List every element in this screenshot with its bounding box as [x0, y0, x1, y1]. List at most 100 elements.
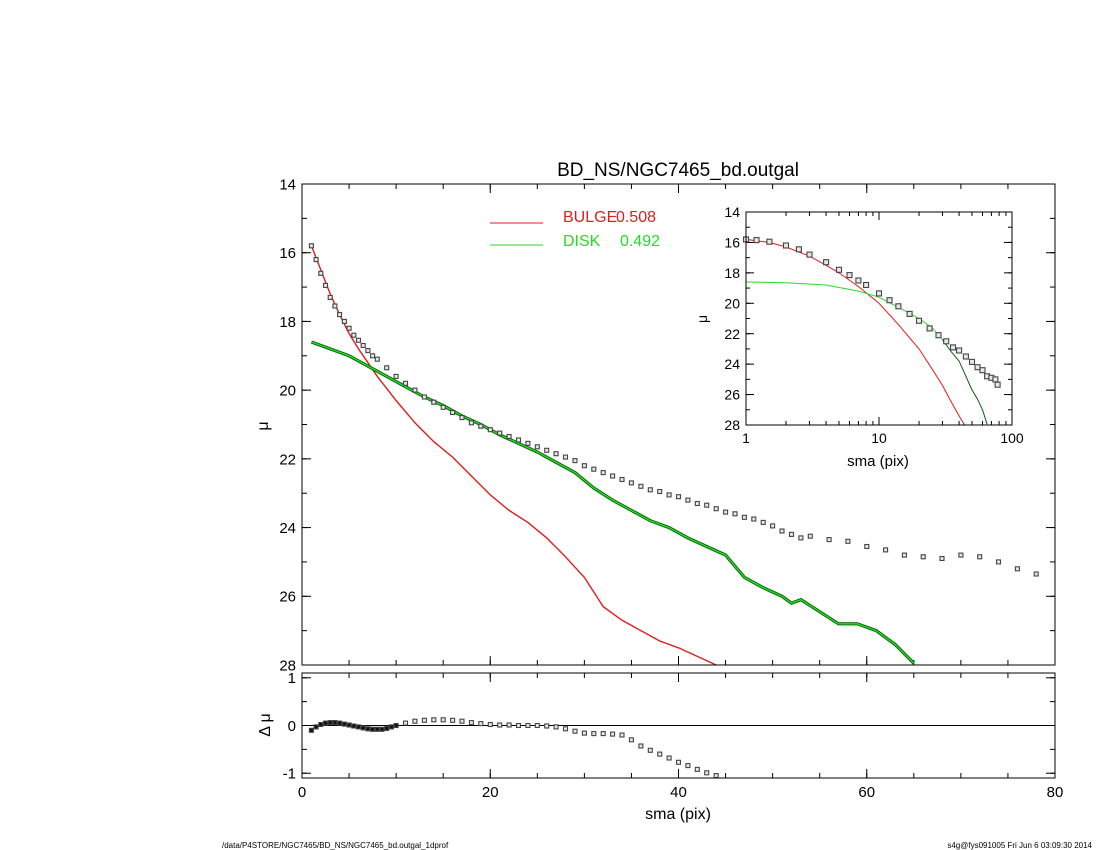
res-data-point — [619, 732, 625, 738]
inset-data-point — [823, 259, 830, 266]
res-y-tick-label: 1 — [288, 670, 296, 687]
inset-series-0-line — [745, 238, 966, 426]
main-data-point — [920, 554, 926, 560]
inset-series-1-line — [745, 281, 943, 341]
main-data-point — [360, 342, 366, 349]
res-data-point — [402, 720, 409, 726]
main-data-point — [450, 409, 456, 416]
res-data-point — [450, 717, 456, 723]
inset-x-axis-label: sma (pix) — [847, 453, 909, 470]
main-data-point — [384, 365, 390, 371]
main-y-tick-label: 24 — [279, 520, 296, 537]
main-data-point — [713, 506, 719, 512]
res-data-point — [562, 726, 569, 732]
residual-y-axis-label: Δ μ — [257, 713, 274, 736]
main-data-point — [628, 480, 634, 486]
main-data-point — [322, 282, 329, 288]
main-data-point — [591, 466, 597, 472]
main-data-point — [393, 373, 399, 379]
res-data-point — [638, 743, 644, 749]
inset-y-tick-label: 14 — [724, 204, 740, 220]
main-data-point — [666, 492, 672, 498]
res-data-point — [478, 721, 484, 727]
res-data-point — [355, 724, 362, 730]
res-data-point — [497, 722, 503, 728]
res-data-point — [713, 773, 719, 779]
inset-data-point — [806, 251, 813, 258]
main-data-point — [553, 451, 559, 457]
res-data-point — [379, 726, 385, 732]
main-data-point — [544, 447, 550, 453]
inset-x-tick-label: 1 — [742, 430, 750, 446]
inset-data-point — [935, 332, 942, 339]
main-data-point — [351, 332, 357, 338]
res-data-point — [515, 722, 522, 729]
inset-data-point — [994, 381, 1001, 388]
res-data-point — [459, 718, 465, 724]
inset-data-point — [753, 237, 760, 244]
main-data-point — [525, 440, 531, 446]
main-data-point — [883, 547, 889, 553]
main-data-point — [421, 394, 427, 400]
footer-file-path: /data/P4STORE/NGC7465/BD_NS/NGC7465_bd.o… — [222, 841, 449, 850]
main-data-point — [459, 415, 465, 421]
main-data-point — [1014, 566, 1020, 572]
inset-tick-labels: 14 16 18 20 22 24 26 281 10 100 — [724, 204, 1023, 446]
residual-series-group — [308, 717, 719, 779]
main-data-point — [939, 555, 945, 562]
main-y-tick-label: 20 — [279, 383, 296, 400]
main-series-0-line — [310, 245, 717, 666]
inset-data-point — [863, 281, 870, 289]
res-x-tick-label: 0 — [298, 784, 306, 801]
main-data-point — [901, 552, 907, 558]
inset-y-tick-label: 20 — [724, 295, 740, 311]
res-data-point — [365, 726, 371, 732]
inset-data-point — [949, 344, 957, 351]
inset-x-tick-label: 10 — [871, 430, 887, 446]
main-data-point — [600, 470, 606, 476]
main-y-tick-label: 18 — [279, 314, 296, 331]
main-data-point — [995, 559, 1002, 565]
main-data-point — [365, 348, 371, 354]
inset-data-point — [956, 347, 963, 354]
inset-data-point — [926, 325, 933, 332]
main-y-tick-label: 28 — [279, 657, 296, 674]
main-data-point — [779, 528, 785, 534]
res-data-point — [666, 755, 672, 761]
legend-disk-name: DISK — [563, 233, 601, 250]
res-data-point — [610, 731, 616, 737]
main-data-point — [610, 473, 616, 479]
res-data-point — [440, 717, 446, 723]
res-data-point — [534, 722, 540, 729]
res-y-tick-label: 0 — [288, 718, 296, 735]
res-data-point — [544, 723, 550, 729]
main-data-point — [506, 433, 512, 440]
res-data-point — [468, 720, 474, 726]
main-data-point — [1033, 571, 1039, 577]
main-data-point — [440, 404, 446, 410]
inset-data-point — [795, 246, 802, 253]
res-data-point — [685, 763, 691, 769]
inset-data-point — [875, 290, 883, 297]
main-data-point — [657, 488, 663, 495]
main-data-point — [562, 454, 569, 460]
main-data-point — [572, 458, 578, 464]
main-data-point — [581, 463, 587, 469]
res-data-point — [581, 730, 587, 736]
main-data-point — [619, 476, 625, 483]
main-data-point — [741, 514, 747, 520]
main-data-point — [341, 318, 347, 324]
legend-disk-value: 0.492 — [620, 233, 660, 250]
res-data-point — [388, 724, 394, 730]
main-data-point — [675, 494, 682, 500]
main-data-point — [308, 243, 314, 249]
res-data-point — [657, 751, 663, 757]
inset-plot-frame — [745, 211, 1013, 426]
main-data-point — [327, 294, 333, 300]
res-data-point — [675, 759, 682, 765]
residual-ticks — [301, 673, 1056, 778]
main-y-tick-label: 26 — [279, 589, 296, 606]
